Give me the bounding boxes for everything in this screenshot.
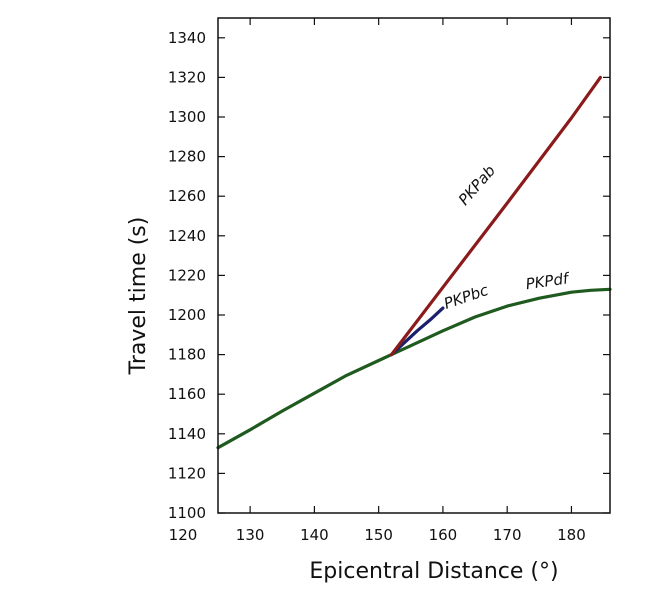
y-tick-label: 1120	[168, 464, 206, 482]
y-tick-label: 1100	[168, 504, 206, 522]
y-tick-label: 1260	[168, 187, 206, 205]
y-tick-label: 1220	[168, 266, 206, 284]
curve-label-pkpbc: PKPbc	[442, 281, 492, 313]
plot-frame	[217, 17, 611, 514]
y-tick-label: 1300	[168, 108, 206, 126]
x-tick-label: 170	[493, 526, 522, 544]
x-tick-label: 140	[300, 526, 329, 544]
x-tick-label: 150	[364, 526, 393, 544]
curve-labels: PKPdf PKPbc PKPab	[442, 162, 572, 313]
x-tick-label: 180	[557, 526, 586, 544]
series-line-pkpdf	[216, 287, 612, 450]
x-tick-label: 160	[429, 526, 458, 544]
axis-tick-labels: 1100 1120 1140 1160 1180 1200 1220 1240 1260 1280…	[168, 29, 586, 544]
y-tick-label: 1280	[168, 148, 206, 166]
y-tick-label: 1180	[168, 346, 206, 364]
y-tick-label: 1200	[168, 306, 206, 324]
y-tick-label: 1160	[168, 385, 206, 403]
series-line-pkpab	[389, 75, 602, 357]
y-tick-label: 1240	[168, 227, 206, 245]
series-line-pkpbc	[389, 306, 445, 357]
series-group	[216, 75, 612, 450]
curve-label-pkpab: PKPab	[455, 162, 499, 209]
y-axis-title: Travel time (s)	[126, 217, 151, 376]
x-tick-label: 130	[236, 526, 265, 544]
y-tick-label: 1140	[168, 425, 206, 443]
curve-label-pkpdf: PKPdf	[525, 269, 573, 293]
x-axis-title: Epicentral Distance (°)	[309, 559, 558, 584]
x-tick-label: 120	[169, 526, 198, 544]
y-tick-label: 1320	[168, 68, 206, 86]
axis-ticks	[218, 18, 610, 514]
y-tick-label: 1340	[168, 29, 206, 47]
